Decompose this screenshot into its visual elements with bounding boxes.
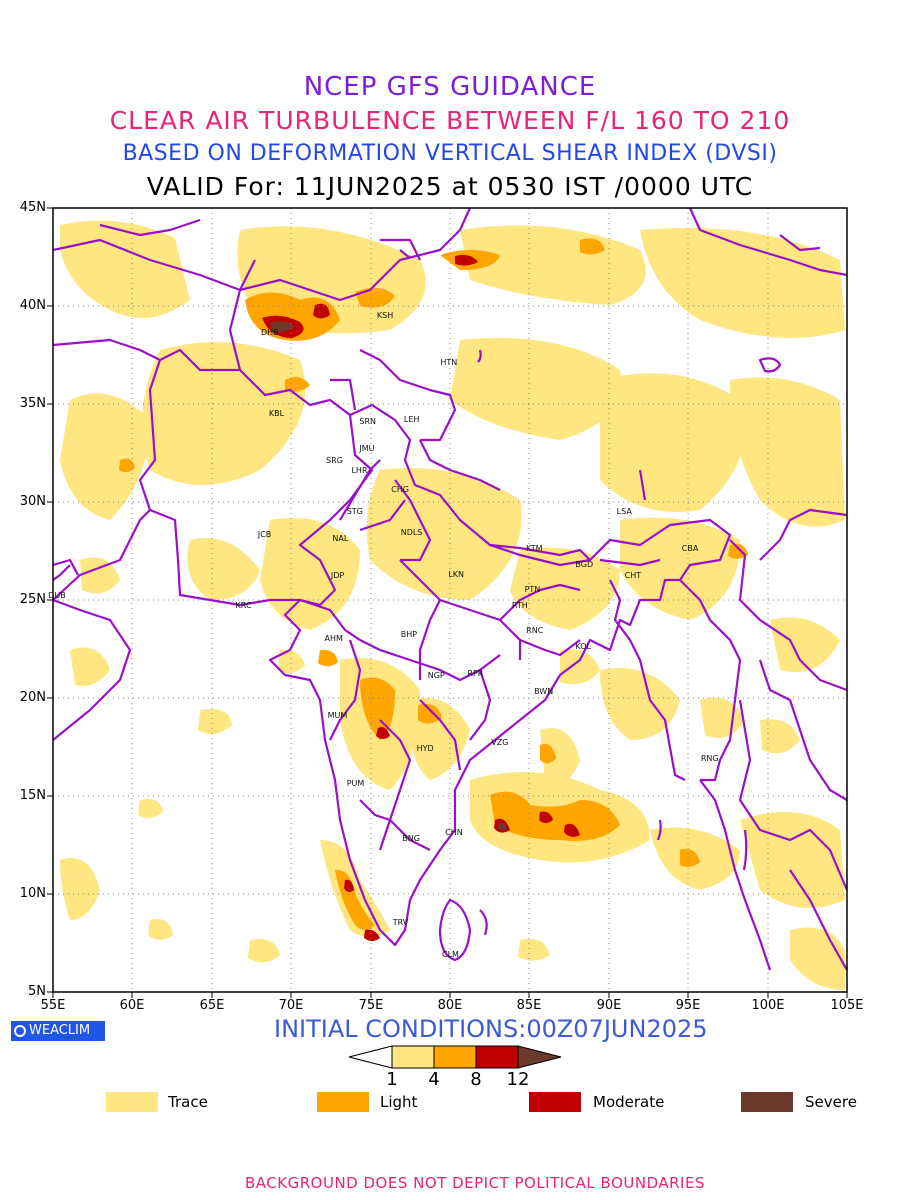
station-label-jcb: JCB bbox=[257, 530, 272, 540]
legend-label-trace: Trace bbox=[168, 1093, 208, 1111]
lat-label: 10N bbox=[19, 886, 46, 901]
station-label-htn: HTN bbox=[440, 357, 458, 367]
lon-label: 95E bbox=[675, 998, 701, 1013]
lat-label: 35N bbox=[19, 396, 46, 411]
lon-label: 55E bbox=[40, 998, 66, 1013]
title-line-3: BASED ON DEFORMATION VERTICAL SHEAR INDE… bbox=[122, 141, 778, 166]
station-label-krc: KRC bbox=[235, 600, 252, 610]
station-label-bhp: BHP bbox=[400, 630, 418, 640]
lat-label: 45N bbox=[19, 200, 46, 215]
station-label-ndls: NDLS bbox=[400, 528, 423, 538]
title-line-2: CLEAR AIR TURBULENCE BETWEEN F/L 160 TO … bbox=[109, 106, 791, 135]
colorbar-tick: 4 bbox=[428, 1069, 440, 1090]
station-label-ngp: NGP bbox=[427, 671, 445, 681]
lon-label: 75E bbox=[358, 998, 384, 1013]
logo-ring-icon bbox=[14, 1025, 26, 1037]
station-label-jmu: JMU bbox=[359, 444, 375, 454]
severe-areas bbox=[270, 321, 507, 831]
lon-label: 80E bbox=[437, 998, 463, 1013]
lat-label: 25N bbox=[19, 592, 46, 607]
boundary-lines bbox=[53, 208, 847, 971]
station-label-cba: CBA bbox=[681, 544, 699, 554]
station-label-kol: KOL bbox=[575, 642, 591, 652]
legend-label-severe: Severe bbox=[805, 1093, 857, 1111]
station-label-ktm: KTM bbox=[526, 544, 543, 554]
station-label-ahm: AHM bbox=[324, 634, 343, 644]
station-label-rng: RNG bbox=[700, 753, 719, 763]
station-label-dhb: DHB bbox=[260, 328, 279, 338]
colorbar bbox=[348, 1045, 562, 1069]
footer-disclaimer: BACKGROUND DOES NOT DEPICT POLITICAL BOU… bbox=[245, 1174, 705, 1192]
station-label-mum: MUM bbox=[327, 710, 348, 720]
colorbar-tick: 12 bbox=[506, 1069, 530, 1090]
station-label-srg: SRG bbox=[326, 455, 343, 465]
title-line-1: NCEP GFS GUIDANCE bbox=[303, 72, 597, 102]
colorbar-tick: 1 bbox=[386, 1069, 398, 1090]
colorbar-light bbox=[433, 1045, 477, 1069]
station-label-srn: SRN bbox=[359, 416, 377, 426]
weaclim-logo: WEACLIM bbox=[11, 1021, 105, 1041]
legend-swatch-severe bbox=[741, 1092, 793, 1112]
station-label-trv: TRV bbox=[392, 918, 409, 928]
legend-label-moderate: Moderate bbox=[593, 1093, 665, 1111]
trace-areas bbox=[60, 220, 845, 990]
colorbar-low-arrow bbox=[348, 1045, 393, 1069]
station-label-rnc: RNC bbox=[526, 626, 544, 636]
lat-label: 30N bbox=[19, 494, 46, 509]
valid-time: VALID For: 11JUN2025 at 0530 IST /0000 U… bbox=[146, 172, 754, 201]
lon-label: 100E bbox=[751, 998, 785, 1013]
logo-text: WEACLIM bbox=[29, 1023, 91, 1038]
station-label-bwn: BWN bbox=[534, 687, 554, 697]
legend-swatch-light bbox=[317, 1092, 369, 1112]
station-label-kbl: KBL bbox=[268, 408, 285, 418]
station-label-chg: CHG bbox=[391, 485, 409, 495]
lat-label: 15N bbox=[19, 788, 46, 803]
colorbar-severe-arrow bbox=[517, 1045, 562, 1069]
legend-swatch-moderate bbox=[529, 1092, 581, 1112]
lon-label: 65E bbox=[199, 998, 225, 1013]
lon-label: 90E bbox=[596, 998, 622, 1013]
colorbar-trace bbox=[391, 1045, 435, 1069]
station-label-bng: BNG bbox=[402, 834, 420, 844]
station-label-ksh: KSH bbox=[376, 310, 394, 320]
colorbar-moderate bbox=[475, 1045, 519, 1069]
station-label-lhr: LHR bbox=[351, 465, 368, 475]
station-label-stg: STG bbox=[346, 506, 363, 516]
station-label-dub: DUB bbox=[48, 591, 66, 601]
station-label-nal: NAL bbox=[332, 534, 349, 544]
station-label-bgd: BGD bbox=[575, 559, 594, 569]
lat-label: 5N bbox=[28, 984, 46, 999]
lon-label: 85E bbox=[516, 998, 542, 1013]
station-label-lkn: LKN bbox=[448, 569, 465, 579]
legend-label-light: Light bbox=[380, 1093, 418, 1111]
station-label-cht: CHT bbox=[624, 571, 642, 581]
station-label-pum: PUM bbox=[346, 779, 365, 789]
coastline-arabia bbox=[53, 564, 71, 581]
station-label-rpr: RPR bbox=[467, 669, 484, 679]
colorbar-tick: 8 bbox=[470, 1069, 482, 1090]
station-label-ptn: PTN bbox=[524, 585, 541, 595]
station-label-vzg: VZG bbox=[491, 738, 509, 748]
initial-conditions: INITIAL CONDITIONS:00Z07JUN2025 bbox=[274, 1015, 708, 1043]
station-label-rth: RTH bbox=[511, 600, 528, 610]
lon-label: 105E bbox=[830, 998, 864, 1013]
station-label-clm: CLM bbox=[442, 949, 459, 959]
gridlines bbox=[53, 208, 847, 992]
station-label-chn: CHN bbox=[445, 828, 463, 838]
moderate-areas bbox=[262, 254, 580, 941]
lon-label: 60E bbox=[119, 998, 145, 1013]
lon-label: 70E bbox=[278, 998, 304, 1013]
station-label-jdp: JDP bbox=[330, 571, 345, 581]
axis-ticks bbox=[47, 207, 848, 998]
lat-label: 20N bbox=[19, 690, 46, 705]
station-label-leh: LEH bbox=[403, 414, 420, 424]
station-label-lsa: LSA bbox=[616, 506, 632, 516]
legend-swatch-trace bbox=[106, 1092, 158, 1112]
lat-label: 40N bbox=[19, 298, 46, 313]
station-label-hyd: HYD bbox=[416, 743, 434, 753]
